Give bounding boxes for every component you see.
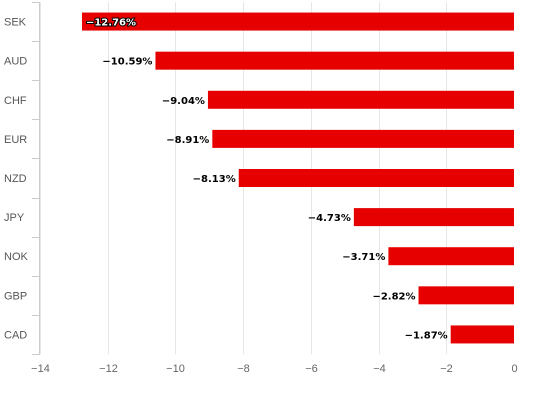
category-label-jpy: JPY <box>4 212 25 224</box>
x-tick-label: −6 <box>305 363 318 375</box>
x-tick-label: −10 <box>166 363 185 375</box>
bar-chf <box>207 90 514 109</box>
data-label-jpy: −4.73% <box>308 213 351 224</box>
bar-gbp <box>418 286 514 305</box>
data-label-sek: −12.76% <box>86 18 136 29</box>
bar-aud <box>155 51 514 70</box>
x-tick-label: −4 <box>373 363 386 375</box>
data-label-aud: −10.59% <box>102 57 152 68</box>
x-tick-label: −2 <box>440 363 453 375</box>
data-label-eur: −8.91% <box>166 135 209 146</box>
x-tick-label: −12 <box>99 363 118 375</box>
category-label-nok: NOK <box>4 251 29 263</box>
bar-sek <box>81 12 515 31</box>
data-label-cad: −1.87% <box>405 330 448 341</box>
labels: −14 −12 −10 −8 −6 −4 −2 0 SEK −12.76% AUD −10.59% CH… <box>4 17 518 375</box>
data-label-chf: −9.04% <box>162 96 205 107</box>
data-label-nok: −3.71% <box>342 252 385 263</box>
bar-nzd <box>238 169 514 187</box>
category-label-cad: CAD <box>4 329 27 341</box>
bar-nok <box>388 247 514 266</box>
x-tick-label: −8 <box>237 363 250 375</box>
category-label-chf: CHF <box>4 95 27 107</box>
category-label-sek: SEK <box>4 17 27 29</box>
bar-eur <box>212 129 514 148</box>
category-label-eur: EUR <box>4 134 27 146</box>
category-label-aud: AUD <box>4 56 27 68</box>
data-label-nzd: −8.13% <box>193 174 236 185</box>
category-label-nzd: NZD <box>4 173 27 185</box>
category-label-gbp: GBP <box>4 290 27 302</box>
bar-jpy <box>353 208 514 227</box>
axes <box>32 2 40 355</box>
x-tick-label: −14 <box>31 363 50 375</box>
data-label-gbp: −2.82% <box>372 291 415 302</box>
x-tick-label: 0 <box>511 363 517 375</box>
bar-cad <box>450 325 514 344</box>
bars <box>81 12 515 344</box>
